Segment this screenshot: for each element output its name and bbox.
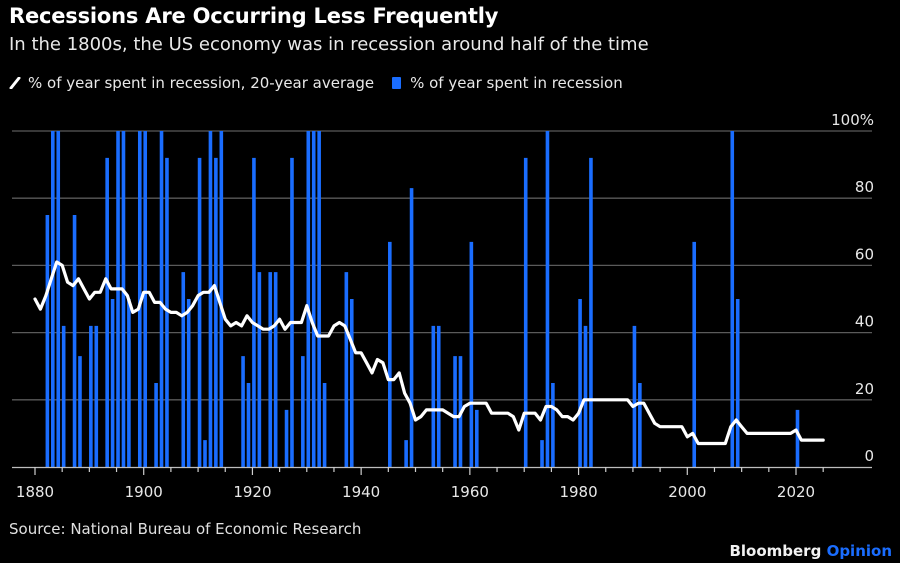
- chart-subtitle: In the 1800s, the US economy was in rece…: [9, 34, 649, 55]
- bar: [89, 325, 93, 467]
- bar: [540, 440, 544, 467]
- brand-main: Bloomberg: [729, 542, 822, 560]
- source-note: Source: National Bureau of Economic Rese…: [9, 520, 362, 538]
- x-axis: 1880 1900 1920 1940 1960 1980 2000 2020: [12, 466, 872, 501]
- bar: [632, 325, 637, 467]
- bar: [469, 241, 474, 467]
- legend-label-average: % of year spent in recession, 20-year av…: [28, 74, 375, 92]
- bar: [72, 215, 77, 467]
- bar: [116, 131, 120, 467]
- bar: [589, 157, 593, 467]
- bar: [638, 383, 642, 467]
- legend-label-recession: % of year spent in recession: [410, 74, 623, 92]
- bar: [165, 157, 169, 467]
- y-tick-label: 60: [855, 245, 874, 263]
- bar: [94, 325, 99, 467]
- bar: [583, 325, 588, 467]
- bar: [431, 325, 436, 467]
- bar: [154, 383, 158, 467]
- bar: [252, 157, 256, 467]
- bar: [186, 299, 191, 467]
- bar: [105, 157, 109, 467]
- bar: [110, 299, 115, 467]
- bar: [404, 440, 408, 467]
- bar: [409, 188, 414, 467]
- bar: [551, 383, 555, 467]
- x-tick-label: 1880: [16, 483, 54, 501]
- y-tick-label: 80: [855, 178, 874, 196]
- bar: [208, 131, 213, 467]
- bar: [284, 409, 289, 467]
- bar: [344, 272, 349, 467]
- average-line: [33, 260, 825, 446]
- bar: [246, 383, 251, 467]
- legend-item-average: % of year spent in recession, 20-year av…: [9, 74, 374, 92]
- bar: [317, 131, 321, 467]
- chart-title: Recessions Are Occurring Less Frequently: [9, 4, 499, 28]
- bar: [137, 131, 142, 467]
- x-tick-label: 1900: [125, 483, 163, 501]
- bar: [578, 299, 582, 467]
- bar: [45, 215, 50, 467]
- bar: [730, 131, 735, 467]
- y-tick-label: 40: [855, 313, 874, 331]
- y-tick-label: 20: [855, 380, 874, 398]
- bar: [474, 409, 479, 467]
- bar: [241, 356, 245, 467]
- bar: [268, 272, 273, 467]
- grid: [12, 130, 872, 401]
- x-tick-label: 1940: [342, 483, 380, 501]
- bar: [257, 272, 262, 467]
- bar: [78, 356, 82, 467]
- line-swatch-icon: [9, 77, 21, 89]
- legend-item-recession: % of year spent in recession: [392, 74, 623, 92]
- y-tick-label: 100%: [831, 111, 874, 129]
- bar-swatch-icon: [392, 77, 402, 89]
- bar: [453, 356, 457, 467]
- bar: [51, 131, 55, 467]
- bar: [121, 131, 126, 467]
- x-tick-label: 2020: [777, 483, 815, 501]
- bar: [349, 299, 354, 467]
- brand-accent: Opinion: [826, 542, 892, 560]
- bar: [214, 157, 218, 467]
- bar: [692, 241, 697, 467]
- bar-series: [45, 131, 800, 467]
- bar: [306, 131, 311, 467]
- bar: [436, 325, 441, 467]
- bar: [545, 131, 550, 467]
- x-tick-label: 1980: [559, 483, 597, 501]
- bar: [127, 299, 131, 467]
- bar: [523, 157, 528, 467]
- bar: [795, 409, 800, 467]
- x-tick-label: 2000: [668, 483, 706, 501]
- bar: [56, 131, 61, 467]
- bar: [181, 272, 186, 467]
- x-tick-label: 1960: [451, 483, 489, 501]
- bar: [203, 440, 207, 467]
- bar: [61, 325, 66, 467]
- bar: [197, 157, 202, 467]
- brand-logo: Bloomberg Opinion: [729, 542, 892, 560]
- bar: [159, 131, 164, 467]
- x-tick-label: 1920: [233, 483, 271, 501]
- y-axis: 0 20 40 60 80 100%: [831, 111, 874, 465]
- bar: [322, 383, 327, 467]
- bar: [735, 299, 740, 467]
- bar: [301, 356, 305, 467]
- legend: % of year spent in recession, 20-year av…: [9, 74, 641, 92]
- bar: [273, 272, 278, 467]
- bar: [290, 157, 294, 467]
- bar: [219, 131, 224, 467]
- bar: [388, 241, 392, 467]
- bar: [143, 131, 148, 467]
- y-tick-label: 0: [864, 447, 874, 465]
- bar: [311, 131, 316, 467]
